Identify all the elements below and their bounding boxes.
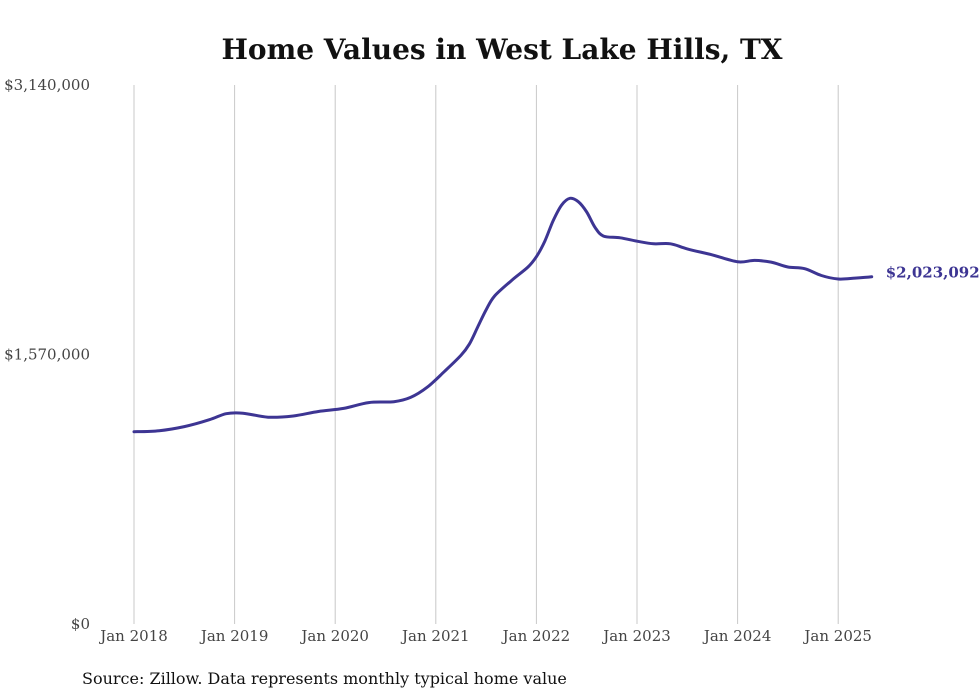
x-tick-label: Jan 2021 bbox=[400, 627, 470, 645]
last-value-label: $2,023,092 bbox=[886, 264, 980, 282]
source-note: Source: Zillow. Data represents monthly … bbox=[82, 669, 567, 688]
x-tick-label: Jan 2019 bbox=[199, 627, 269, 645]
home-value-line bbox=[132, 196, 874, 434]
y-tick-label: $3,140,000 bbox=[4, 76, 90, 94]
x-tick-label: Jan 2018 bbox=[98, 627, 168, 645]
grid-lines bbox=[133, 85, 839, 624]
x-tick-label: Jan 2025 bbox=[802, 627, 872, 645]
x-axis-ticks: Jan 2018 Jan 2019 Jan 2020 Jan 2021 Jan 2022… bbox=[98, 627, 872, 645]
x-tick-label: Jan 2023 bbox=[601, 627, 671, 645]
x-tick-label: Jan 2020 bbox=[299, 627, 369, 645]
x-tick-label: Jan 2024 bbox=[702, 627, 772, 645]
y-tick-label: $0 bbox=[71, 615, 90, 633]
x-tick-label: Jan 2022 bbox=[501, 627, 571, 645]
chart-title: Home Values in West Lake Hills, TX bbox=[221, 33, 782, 66]
y-tick-label: $1,570,000 bbox=[4, 346, 90, 364]
y-axis-ticks: $0 $1,570,000 $3,140,000 bbox=[4, 76, 90, 633]
